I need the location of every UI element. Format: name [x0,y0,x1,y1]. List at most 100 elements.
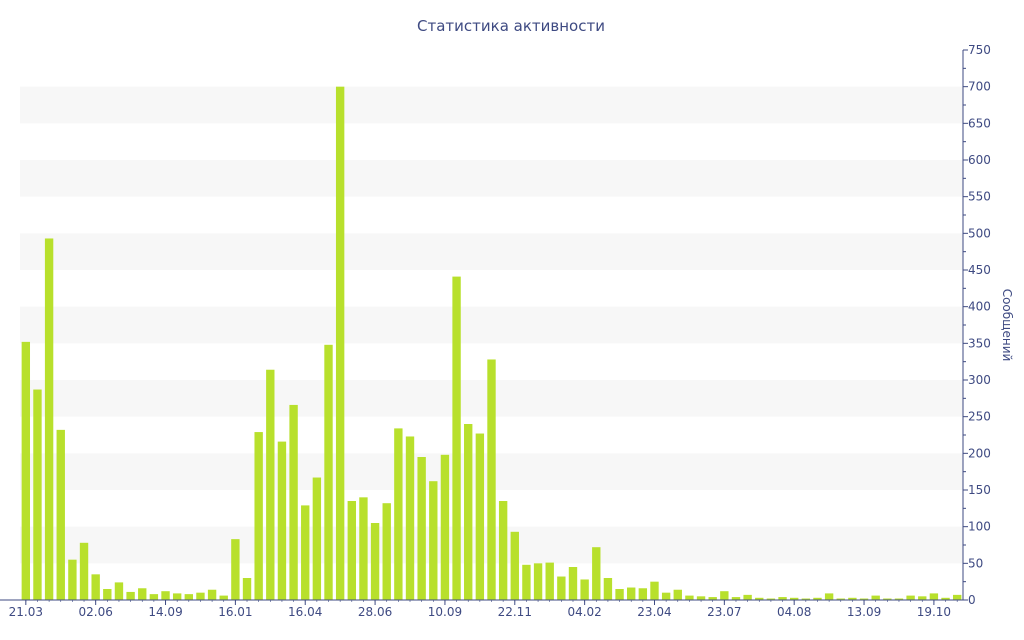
bar [929,593,939,600]
x-tick-label: 10.09 [428,605,462,619]
bar [545,562,554,600]
bar [743,594,752,600]
bar [871,595,880,600]
x-tick-label: 16.04 [288,605,322,619]
bar [359,497,368,600]
bar [114,582,124,600]
y-tick-label: 50 [968,556,983,570]
bar [859,598,869,600]
y-tick-label: 450 [968,263,991,277]
bar [44,238,54,600]
background-bands [20,86,963,564]
bar [510,531,519,600]
y-tick-label: 250 [968,410,991,424]
bar [755,597,764,600]
bar [196,592,205,600]
bar [906,595,915,600]
y-tick-label: 300 [968,373,991,387]
bar [615,589,624,600]
bar [568,567,578,600]
y-tick-label: 500 [968,226,991,240]
y-tick-label: 400 [968,300,991,314]
bar [405,436,415,600]
bar [440,454,450,600]
x-tick-label: 16.01 [218,605,252,619]
bar [161,591,170,600]
y-tick-label: 600 [968,153,991,167]
bar [824,593,834,600]
bar [68,559,77,600]
bar [301,505,310,600]
x-axis: 21.03 02.06 14.09 16.01 16.04 28.06 10.09 22.11… [0,599,963,619]
bar [172,593,182,600]
bar [335,86,345,601]
y-tick-label: 700 [968,80,991,94]
y-axis-label: Сообщений [1000,289,1014,362]
bar [801,598,811,600]
bar [103,589,112,600]
bar [324,344,333,600]
bar [312,477,322,600]
bar [941,597,950,600]
bar [918,596,927,600]
chart-title: Статистика активности [417,17,605,35]
x-tick-label: 04.02 [567,605,601,619]
bar [813,597,822,600]
y-tick-label: 200 [968,446,991,460]
y-tick-label: 0 [968,593,976,607]
bar [498,501,508,600]
bar [661,592,671,600]
x-tick-label: 04.08 [777,605,811,619]
bar [56,429,65,600]
x-tick-label: 21.03 [9,605,43,619]
bar [126,591,135,600]
bar [487,359,496,600]
bar [382,503,391,600]
bar [231,539,240,600]
bar [883,598,892,600]
bar [580,579,589,600]
bar [219,595,228,600]
bar [650,581,659,600]
bar [592,547,601,600]
bar [952,594,962,600]
bar [603,578,613,600]
bar [417,457,426,600]
bar [370,523,380,600]
x-tick-label: 23.07 [707,605,741,619]
bar [533,563,543,600]
bar [149,594,159,600]
x-tick-label: 23.04 [637,605,671,619]
bar [207,589,217,600]
bar [289,404,298,600]
grid-band [20,86,963,124]
bar [429,481,438,600]
bar [708,597,717,600]
x-tick-label: 19.10 [917,605,951,619]
grid-band [20,306,963,344]
bar [720,591,729,600]
y-tick-label: 550 [968,190,991,204]
bar [33,389,42,600]
bar [266,369,275,600]
bar [277,441,287,600]
bar [394,428,403,600]
grid-band [20,160,963,197]
y-tick-label: 350 [968,336,991,350]
bar [778,597,787,600]
bar [557,576,566,600]
x-tick-label: 28.06 [358,605,392,619]
bar [91,574,100,600]
bar [685,595,694,600]
bar [254,432,263,600]
bar [475,433,485,600]
y-tick-label: 100 [968,520,991,534]
bar [242,578,252,600]
bar [452,276,461,600]
y-tick-label: 750 [968,43,991,57]
bar [894,598,904,600]
x-tick-label: 02.06 [78,605,112,619]
bar [673,589,682,600]
x-tick-label: 22.11 [498,605,532,619]
